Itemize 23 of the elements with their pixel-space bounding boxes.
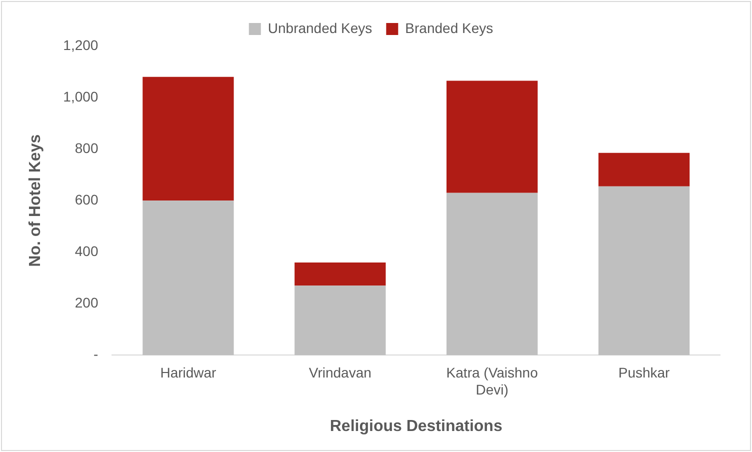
- bar: [598, 186, 690, 356]
- y-tick-label: 1,200: [63, 36, 98, 53]
- y-tick-label: 600: [74, 191, 98, 208]
- y-tick-label: -: [94, 346, 99, 362]
- bar: [446, 192, 538, 356]
- y-tick-label: 200: [74, 294, 98, 311]
- bar: [598, 152, 690, 186]
- bar: [294, 262, 386, 286]
- x-tick-label: Vrindavan: [308, 364, 372, 380]
- y-axis-title: No. of Hotel Keys: [27, 134, 44, 267]
- y-tick-label: 1,000: [63, 88, 98, 104]
- legend-label: Branded Keys: [405, 20, 494, 36]
- bar: [142, 200, 234, 356]
- bar: [446, 80, 538, 193]
- x-tick-label: Katra (Vaishno Devi): [446, 364, 538, 398]
- x-tick-label: Haridwar: [160, 364, 217, 380]
- legend-label: Unbranded Keys: [268, 20, 372, 36]
- y-tick-label: 800: [74, 140, 98, 156]
- x-axis-title: Religious Destinations: [330, 418, 502, 435]
- x-tick-label: Pushkar: [618, 364, 670, 380]
- y-tick-label: 400: [74, 242, 98, 259]
- bar: [294, 286, 386, 356]
- bar: [142, 76, 234, 201]
